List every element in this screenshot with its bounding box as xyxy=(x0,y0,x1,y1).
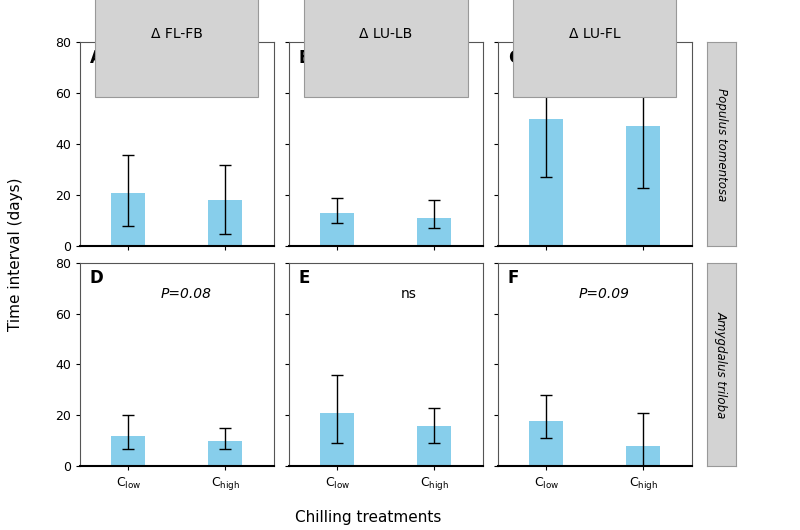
Text: Chilling treatments: Chilling treatments xyxy=(295,510,441,525)
Text: E: E xyxy=(298,269,310,287)
Text: ns: ns xyxy=(401,67,417,81)
Bar xyxy=(626,446,660,466)
Text: P=0.08: P=0.08 xyxy=(161,287,212,301)
Bar xyxy=(111,436,146,466)
Bar xyxy=(208,441,242,466)
Text: Amygdalus triloba: Amygdalus triloba xyxy=(715,311,728,418)
Text: D: D xyxy=(90,269,103,287)
Bar xyxy=(626,127,660,246)
Bar xyxy=(530,119,563,246)
Bar xyxy=(418,426,451,466)
Bar xyxy=(321,413,354,466)
Text: *: * xyxy=(609,49,619,67)
Text: Populus tomentosa: Populus tomentosa xyxy=(715,87,728,201)
Title: Δ LU-LB: Δ LU-LB xyxy=(359,27,413,41)
Text: F: F xyxy=(508,269,519,287)
Text: C: C xyxy=(508,49,520,67)
Text: B: B xyxy=(298,49,311,67)
Bar xyxy=(418,218,451,246)
Text: *: * xyxy=(191,49,202,67)
Bar xyxy=(111,193,146,246)
Text: Time interval (days): Time interval (days) xyxy=(9,178,23,331)
Title: Δ LU-FL: Δ LU-FL xyxy=(569,27,621,41)
Bar xyxy=(321,213,354,246)
Bar xyxy=(208,200,242,246)
Text: ns: ns xyxy=(401,287,417,301)
Text: A: A xyxy=(90,49,102,67)
Bar xyxy=(530,420,563,466)
Text: P=0.09: P=0.09 xyxy=(579,287,630,301)
Title: Δ FL-FB: Δ FL-FB xyxy=(151,27,202,41)
